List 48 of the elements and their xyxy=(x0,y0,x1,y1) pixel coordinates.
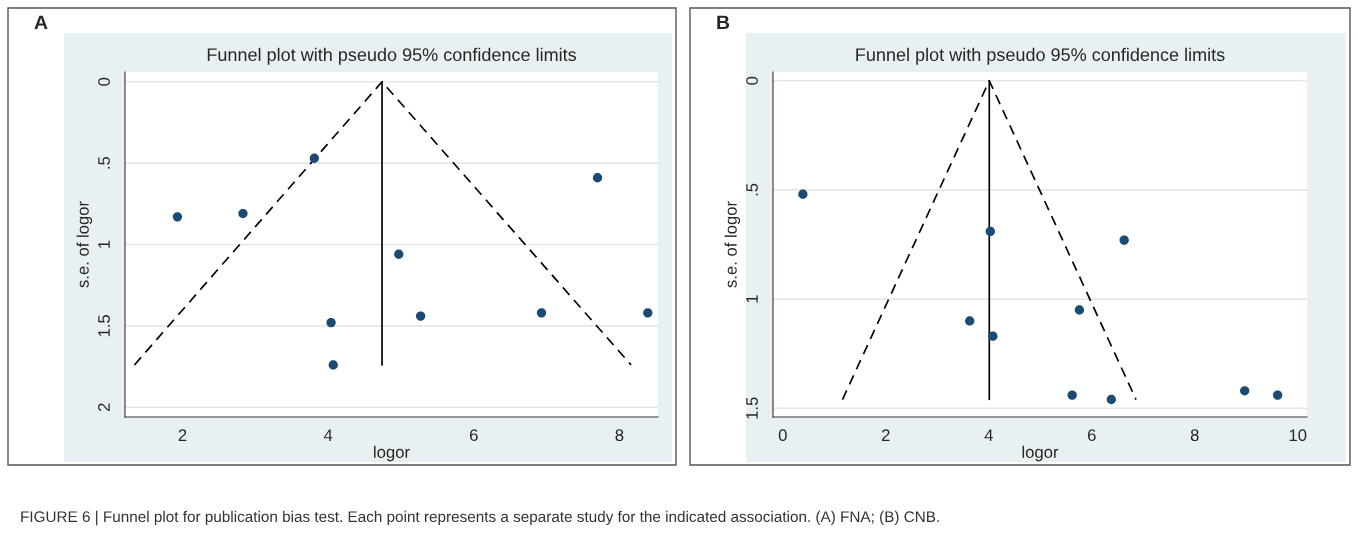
point xyxy=(309,153,319,163)
y-tick-label: .5 xyxy=(746,183,758,196)
y-tick-label: 0 xyxy=(746,76,758,85)
point xyxy=(536,308,547,318)
point xyxy=(415,311,426,321)
x-tick-label: 8 xyxy=(1190,429,1199,442)
point xyxy=(238,208,248,219)
y-tick-label: 1.5 xyxy=(98,314,110,337)
x-tick-label: 4 xyxy=(323,429,333,441)
point xyxy=(1074,305,1085,315)
y-tick-label: 1 xyxy=(746,295,758,303)
x-tick-label: 2 xyxy=(178,429,187,441)
point xyxy=(1067,390,1077,400)
point xyxy=(965,316,975,326)
point xyxy=(1119,235,1129,245)
y-tick-label: .5 xyxy=(98,156,110,169)
x-axis-title: logor xyxy=(1022,445,1059,462)
x-tick-label: 8 xyxy=(615,429,624,442)
y-axis-title: s.e. of logor xyxy=(724,201,741,288)
y-tick-label: 0 xyxy=(98,77,110,86)
y-tick-label: 2 xyxy=(98,403,110,412)
point xyxy=(592,173,603,183)
x-tick-label: 6 xyxy=(1087,429,1096,442)
text: A xyxy=(34,15,48,30)
y-tick-label: 1.5 xyxy=(746,397,758,419)
point xyxy=(643,308,653,318)
x-tick-label: 6 xyxy=(469,429,478,442)
y-axis-title: s.e. of logor xyxy=(76,201,93,288)
y-tick-label: 1 xyxy=(98,240,110,248)
point xyxy=(172,212,183,222)
point xyxy=(988,331,998,341)
point xyxy=(985,226,995,237)
x-tick-label: 10 xyxy=(1289,429,1307,442)
point xyxy=(326,317,336,328)
point xyxy=(1272,390,1283,400)
x-axis-title: logor xyxy=(374,445,410,462)
x-tick-label: 0 xyxy=(778,429,787,442)
chart-title: Funnel plot with pseudo 95% confidence limits xyxy=(207,47,577,65)
point xyxy=(798,189,808,199)
point xyxy=(394,249,404,259)
point xyxy=(1106,394,1116,405)
point xyxy=(1240,386,1250,396)
x-tick-label: 4 xyxy=(984,429,993,441)
point xyxy=(328,360,338,370)
x-tick-label: 2 xyxy=(881,429,890,441)
chart-title: Funnel plot with pseudo 95% confidence limits xyxy=(856,47,1225,65)
caption: FIGURE 6 | Funnel plot for publication bias test. Each point represents a separate study for the indicated association. (A) FNA; (B) CNB. xyxy=(21,510,939,526)
text: B xyxy=(717,15,730,30)
